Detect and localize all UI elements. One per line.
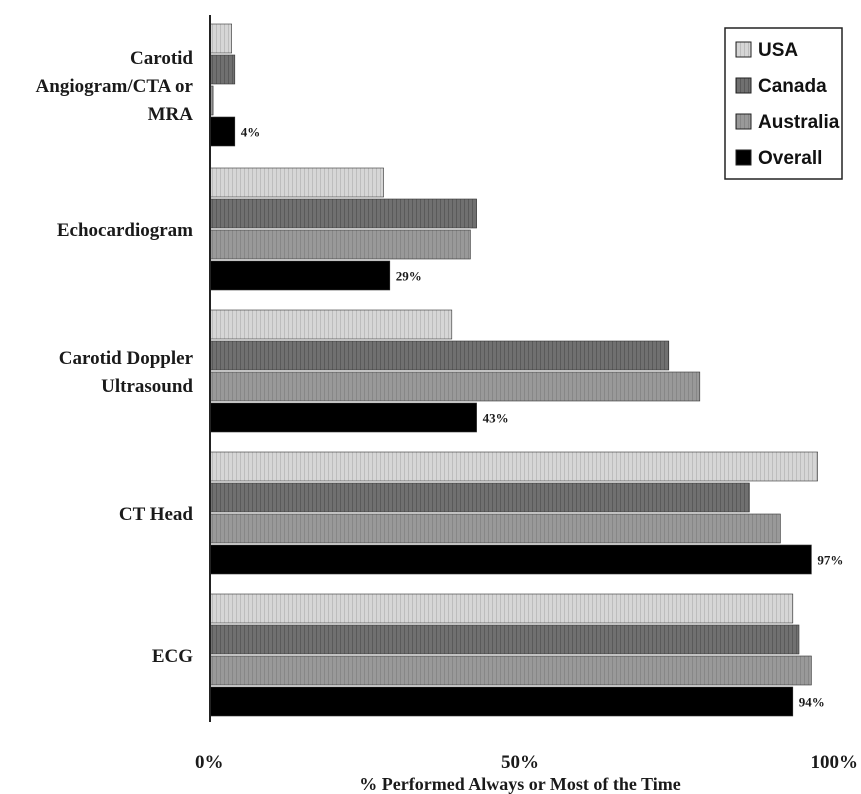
data-label-carotid-angiogram-cta-or-mra: 4% bbox=[241, 125, 260, 140]
data-label-carotid-doppler-ultrasound: 43% bbox=[483, 411, 509, 426]
bar-usa-ecg bbox=[209, 593, 794, 624]
category-label-carotid-doppler-ultrasound-line-2: Ultrasound bbox=[101, 376, 193, 397]
x-tick-label-50pct: 50% bbox=[501, 752, 539, 773]
bar-canada-carotid-doppler-ultrasound bbox=[209, 340, 670, 371]
bar-overall-carotid-angiogram-cta-or-mra bbox=[209, 116, 236, 147]
x-tick-label-0pct: 0% bbox=[195, 752, 224, 773]
bar-australia-carotid-doppler-ultrasound bbox=[209, 371, 701, 402]
category-label-carotid-angiogram-cta-or-mra-line-2: Angiogram/CTA or bbox=[36, 76, 194, 97]
bar-overall-echocardiogram bbox=[209, 260, 391, 291]
legend-swatch-canada bbox=[735, 77, 752, 94]
bar-usa-carotid-doppler-ultrasound bbox=[209, 309, 453, 340]
bar-australia-echocardiogram bbox=[209, 229, 471, 260]
bar-usa-echocardiogram bbox=[209, 167, 384, 198]
bar-canada-carotid-angiogram-cta-or-mra bbox=[209, 54, 236, 85]
x-axis-title: % Performed Always or Most of the Time bbox=[359, 774, 680, 794]
bar-overall-ecg bbox=[209, 686, 794, 717]
x-axis-ticks-layer: 0% 50% 100% bbox=[195, 752, 858, 773]
category-label-carotid-angiogram-cta-or-mra-line-1: Carotid bbox=[130, 48, 193, 69]
legend-label-overall: Overall bbox=[758, 148, 822, 169]
legend-swatch-overall bbox=[735, 149, 752, 166]
bar-australia-ecg bbox=[209, 655, 812, 686]
bar-canada-echocardiogram bbox=[209, 198, 477, 229]
bar-overall-ct-head bbox=[209, 544, 812, 575]
category-label-echocardiogram: Echocardiogram bbox=[57, 220, 193, 241]
bar-canada-ct-head bbox=[209, 482, 750, 513]
bar-australia-ct-head bbox=[209, 513, 781, 544]
bar-canada-ecg bbox=[209, 624, 800, 655]
legend-label-usa: USA bbox=[758, 40, 798, 61]
bar-usa-carotid-angiogram-cta-or-mra bbox=[209, 23, 233, 54]
data-label-ecg: 94% bbox=[799, 695, 825, 710]
data-label-echocardiogram: 29% bbox=[396, 269, 422, 284]
legend: USA Canada Australia Overall bbox=[724, 27, 843, 180]
category-label-carotid-doppler-ultrasound-line-1: Carotid Doppler bbox=[59, 348, 194, 369]
legend-swatch-australia bbox=[735, 113, 752, 130]
category-label-ct-head: CT Head bbox=[119, 504, 194, 525]
bars-layer: 4% 29% 43% 97% 94% bbox=[209, 23, 843, 717]
category-labels-layer: Carotid Angiogram/CTA or MRA Echocardiogram… bbox=[36, 48, 194, 667]
legend-swatch-usa bbox=[735, 41, 752, 58]
legend-label-canada: Canada bbox=[758, 76, 827, 97]
data-label-ct-head: 97% bbox=[817, 553, 843, 568]
category-label-carotid-angiogram-cta-or-mra-line-3: MRA bbox=[148, 104, 194, 125]
x-tick-label-100pct: 100% bbox=[811, 752, 859, 773]
bar-overall-carotid-doppler-ultrasound bbox=[209, 402, 477, 433]
bar-usa-ct-head bbox=[209, 451, 818, 482]
category-label-ecg: ECG bbox=[152, 646, 193, 667]
legend-label-australia: Australia bbox=[758, 112, 840, 133]
